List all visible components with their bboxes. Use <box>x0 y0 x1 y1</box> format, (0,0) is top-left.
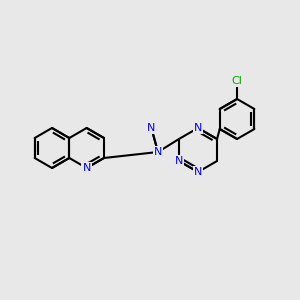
Text: N: N <box>147 123 155 133</box>
Text: N: N <box>82 163 91 173</box>
Text: N: N <box>194 123 202 133</box>
Text: N: N <box>194 167 202 177</box>
Text: N: N <box>154 147 162 157</box>
Text: Cl: Cl <box>232 76 242 86</box>
Text: N: N <box>175 156 183 166</box>
